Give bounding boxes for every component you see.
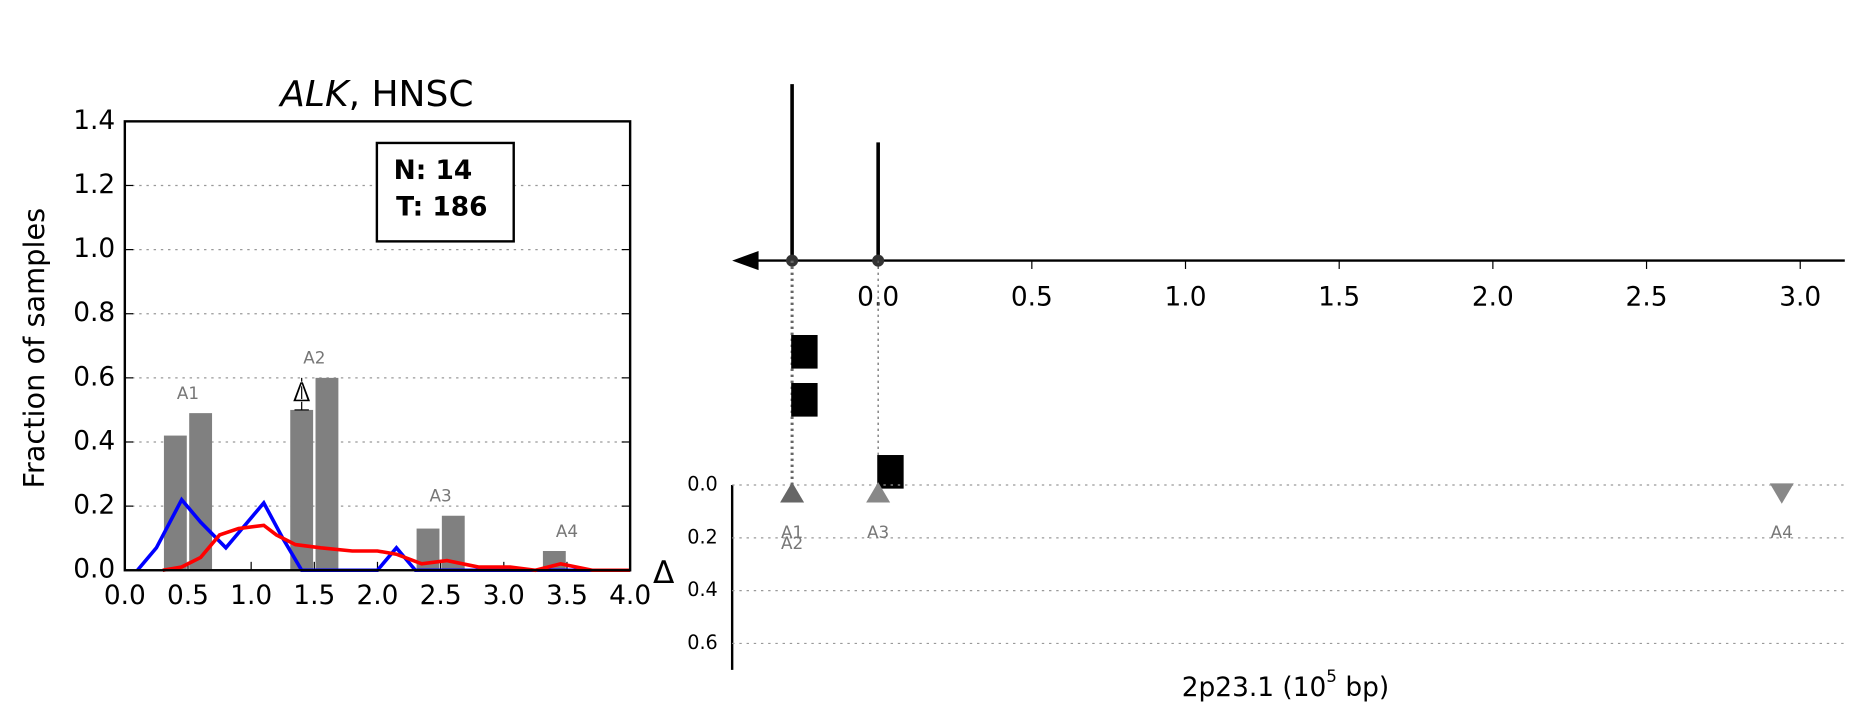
site-triangle — [1769, 483, 1794, 504]
x-tick-label: 1.0 — [1165, 281, 1207, 312]
x-tick-label: 2.5 — [420, 580, 462, 611]
group-label: A3 — [430, 486, 452, 506]
group-label: A2 — [303, 348, 325, 368]
y-tick-label: 0.6 — [687, 631, 718, 654]
chart-title: ALK, HNSC — [278, 74, 473, 115]
bar — [315, 377, 339, 571]
x-tick-label: 1.5 — [293, 580, 335, 611]
y-tick-label: 0.2 — [73, 490, 115, 521]
x-tick-label: 2.0 — [1472, 281, 1514, 312]
site-triangle — [866, 482, 891, 503]
site-label: A4 — [1771, 522, 1793, 542]
plot-frame — [123, 120, 632, 572]
mutation-marker — [791, 383, 818, 417]
x-label-sup: 5 — [1326, 666, 1337, 686]
annotation-box — [375, 141, 515, 243]
x-tick-label: 3.5 — [546, 580, 588, 611]
x-tick-label: 1.0 — [230, 580, 272, 611]
side-label: Δ — [653, 555, 675, 591]
y-tick-label: 1.0 — [73, 233, 115, 264]
x-tick-label: 0.5 — [1011, 281, 1053, 312]
x-axis-label: 2p23.1 (105 bp) — [1182, 666, 1389, 702]
site-label: A2 — [781, 533, 803, 553]
x-label-text: bp) — [1337, 671, 1389, 702]
bar — [290, 409, 314, 571]
x-tick-label: 2.5 — [1626, 281, 1668, 312]
y-tick-label: 0.8 — [73, 297, 115, 328]
x-tick-label: 1.5 — [1318, 281, 1360, 312]
delta-marker: Δ — [293, 377, 311, 408]
y-tick-label: 0.6 — [73, 361, 115, 392]
x-tick-label: 0.0 — [104, 580, 146, 611]
y-tick-label: 0.0 — [687, 473, 718, 496]
y-axis-label: Fraction of samples — [17, 208, 51, 489]
title-rest: , HNSC — [349, 74, 474, 115]
site-label: A3 — [867, 522, 889, 542]
mutation-marker — [791, 334, 818, 369]
title-gene: ALK — [278, 74, 351, 115]
bar — [163, 435, 187, 571]
y-tick-label: 1.2 — [73, 169, 115, 200]
x-tick-label: 3.0 — [483, 580, 525, 611]
y-tick-label: 0.4 — [73, 425, 115, 456]
y-tick-label: 0.2 — [687, 525, 718, 548]
site-label: A1 — [781, 522, 803, 542]
y-tick-label: 0.4 — [687, 578, 718, 601]
group-label: A4 — [556, 521, 578, 541]
bar — [189, 413, 213, 571]
line-series — [136, 496, 631, 573]
group-label: A1 — [177, 383, 199, 403]
x-tick-label: 2.0 — [356, 580, 398, 611]
axis-arrow — [732, 250, 759, 271]
x-label-text: 2p23.1 (10 — [1182, 671, 1327, 702]
annotation: T: 186 — [396, 191, 487, 222]
site-triangle — [780, 482, 805, 503]
x-tick-label: 3.0 — [1779, 281, 1821, 312]
y-tick-label: 0.0 — [73, 554, 115, 585]
bar — [441, 515, 465, 571]
annotation: N: 14 — [394, 155, 473, 186]
bar — [416, 528, 440, 571]
x-tick-label: 4.0 — [609, 580, 651, 611]
x-tick-label: 0.5 — [167, 580, 209, 611]
mutation-marker — [877, 455, 904, 489]
y-tick-label: 1.4 — [73, 105, 115, 136]
